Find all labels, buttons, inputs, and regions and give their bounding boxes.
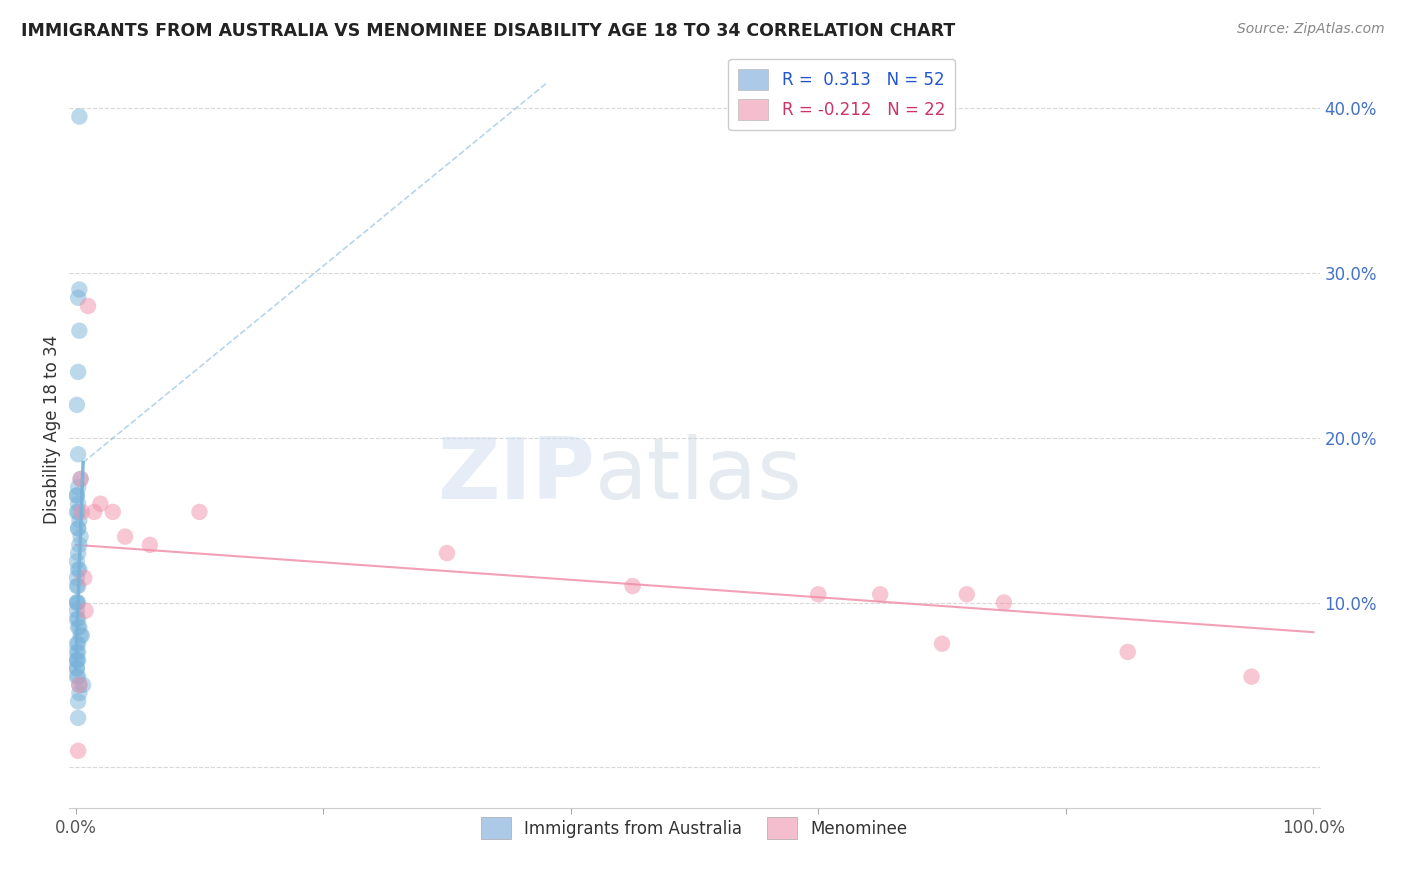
Point	[67, 694, 90, 708]
Point	[66, 398, 89, 412]
Y-axis label: Disability Age 18 to 34: Disability Age 18 to 34	[44, 335, 60, 524]
Point	[67, 678, 90, 692]
Point	[66, 661, 89, 675]
Point	[67, 513, 90, 527]
Point	[621, 579, 644, 593]
Point	[70, 628, 93, 642]
Point	[67, 546, 90, 560]
Point	[66, 612, 89, 626]
Point	[67, 538, 90, 552]
Point	[67, 637, 90, 651]
Point	[67, 678, 90, 692]
Point	[436, 546, 458, 560]
Point	[869, 587, 891, 601]
Point	[67, 620, 90, 634]
Point	[66, 554, 89, 568]
Point	[66, 653, 89, 667]
Point	[188, 505, 211, 519]
Point	[66, 488, 89, 502]
Point	[931, 637, 953, 651]
Point	[101, 505, 124, 519]
Point	[67, 324, 90, 338]
Point	[75, 604, 97, 618]
Point	[66, 645, 89, 659]
Text: IMMIGRANTS FROM AUSTRALIA VS MENOMINEE DISABILITY AGE 18 TO 34 CORRELATION CHART: IMMIGRANTS FROM AUSTRALIA VS MENOMINEE D…	[21, 22, 955, 40]
Point	[67, 521, 90, 535]
Legend: Immigrants from Australia, Menominee: Immigrants from Australia, Menominee	[474, 811, 914, 846]
Point	[70, 505, 93, 519]
Point	[66, 604, 89, 618]
Point	[956, 587, 979, 601]
Text: ZIP: ZIP	[437, 434, 595, 516]
Text: atlas: atlas	[595, 434, 803, 516]
Point	[66, 579, 89, 593]
Point	[67, 686, 90, 700]
Point	[67, 595, 90, 609]
Point	[67, 620, 90, 634]
Point	[83, 505, 105, 519]
Text: Source: ZipAtlas.com: Source: ZipAtlas.com	[1237, 22, 1385, 37]
Point	[66, 595, 89, 609]
Point	[67, 505, 90, 519]
Point	[1116, 645, 1139, 659]
Point	[77, 299, 100, 313]
Point	[66, 661, 89, 675]
Point	[114, 530, 136, 544]
Point	[67, 563, 90, 577]
Point	[69, 628, 91, 642]
Point	[66, 653, 89, 667]
Point	[1240, 670, 1263, 684]
Point	[67, 291, 90, 305]
Point	[139, 538, 162, 552]
Point	[67, 563, 90, 577]
Point	[67, 497, 90, 511]
Point	[993, 595, 1015, 609]
Point	[66, 488, 89, 502]
Point	[67, 653, 90, 667]
Point	[807, 587, 830, 601]
Point	[66, 670, 89, 684]
Point	[66, 571, 89, 585]
Point	[69, 530, 91, 544]
Point	[66, 637, 89, 651]
Point	[67, 283, 90, 297]
Point	[69, 472, 91, 486]
Point	[67, 447, 90, 461]
Point	[67, 744, 90, 758]
Point	[66, 595, 89, 609]
Point	[73, 571, 96, 585]
Point	[67, 670, 90, 684]
Point	[67, 521, 90, 535]
Point	[67, 645, 90, 659]
Point	[67, 110, 90, 124]
Point	[72, 678, 94, 692]
Point	[67, 612, 90, 626]
Point	[67, 579, 90, 593]
Point	[67, 711, 90, 725]
Point	[67, 365, 90, 379]
Point	[89, 497, 111, 511]
Point	[67, 480, 90, 494]
Point	[69, 472, 91, 486]
Point	[66, 505, 89, 519]
